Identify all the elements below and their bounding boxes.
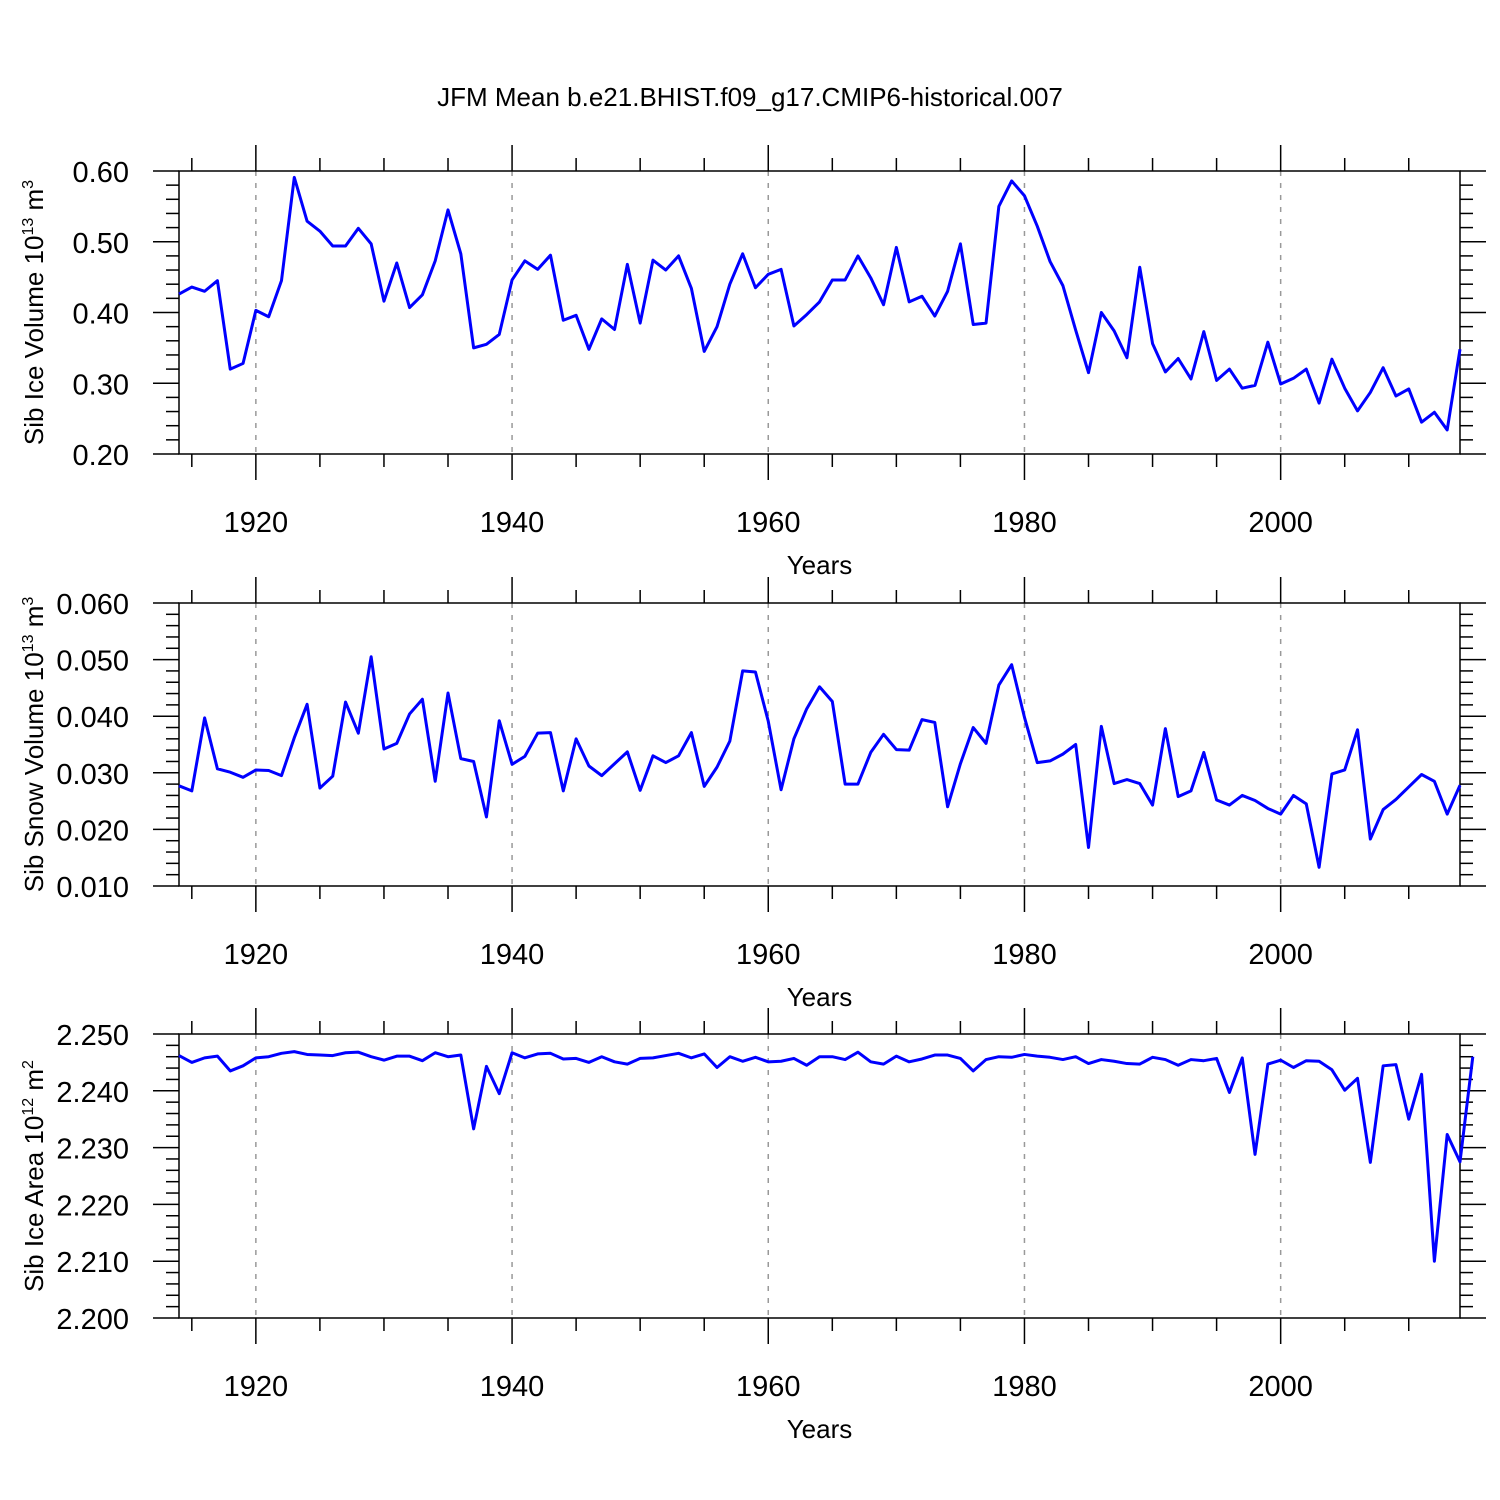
y-axis-title-exponent: 13 [20, 218, 37, 236]
y-tick-label: 2.240 [56, 1077, 129, 1109]
x-tick-label-2000: 2000 [1248, 1371, 1313, 1403]
y-axis-title-main: Sib Snow Volume 10 [19, 652, 49, 892]
y-axis-title-exponent: 13 [20, 634, 37, 652]
x-axis-title: Years [787, 982, 853, 1012]
panels: 1920 1940 1960 1980 2000 0.20 0.30 0.40 0.50 0.60… [19, 145, 1486, 1444]
x-tick-label-2000: 2000 [1248, 939, 1313, 971]
x-tick-label-1960: 1960 [736, 939, 801, 971]
panel-2: 1920 1940 1960 1980 2000 0.010 0.020 0.030 0.040… [19, 577, 1486, 1012]
y-tick-label: 0.50 [73, 228, 129, 260]
y-tick-label: 0.20 [73, 440, 129, 472]
y-tick-label: 2.250 [56, 1020, 129, 1052]
x-tick-label-1920: 1920 [224, 1371, 289, 1403]
y-tick-label: 2.230 [56, 1134, 129, 1166]
y-ticks [153, 1033, 1486, 1319]
x-tick-label-1980: 1980 [992, 939, 1057, 971]
y-tick-label: 0.050 [56, 646, 129, 678]
x-tick-label-1940: 1940 [480, 1371, 545, 1403]
x-ticks [191, 577, 1410, 912]
y-tick-label: 0.30 [73, 369, 129, 401]
y-axis-title: Sib Ice Volume 1013 m3 [19, 180, 49, 445]
series-line-sib-ice-volume [178, 175, 1462, 432]
plot-frame [178, 1033, 1461, 1319]
y-tick-label: 0.010 [56, 872, 129, 904]
y-axis-title-unit-exponent: 3 [20, 597, 37, 606]
series-line-sib-snow-volume [178, 655, 1462, 869]
y-tick-label: 2.220 [56, 1190, 129, 1222]
x-tick-label-1920: 1920 [224, 507, 289, 539]
y-ticks [153, 170, 1486, 455]
y-axis-title: Sib Snow Volume 1013 m3 [19, 597, 49, 893]
y-tick-label: 2.200 [56, 1304, 129, 1336]
series-line-sib-ice-area [178, 1050, 1475, 1263]
x-tick-label-1940: 1940 [480, 507, 545, 539]
x-ticks [191, 1008, 1410, 1344]
x-ticks [191, 145, 1410, 480]
panel-3: 1920 1940 1960 1980 2000 2.200 2.210 2.220 2.230… [19, 1008, 1486, 1444]
y-axis-title-exponent: 12 [20, 1098, 37, 1116]
y-tick-label: 0.040 [56, 702, 129, 734]
panel-1: 1920 1940 1960 1980 2000 0.20 0.30 0.40 0.50 0.60… [19, 145, 1486, 580]
x-tick-label-1920: 1920 [224, 939, 289, 971]
plot-frame [178, 602, 1461, 887]
x-tick-label-1960: 1960 [736, 507, 801, 539]
y-tick-label: 0.60 [73, 157, 129, 189]
x-tick-label-1960: 1960 [736, 1371, 801, 1403]
y-axis-title-main: Sib Ice Volume 10 [19, 236, 49, 446]
x-tick-label-1940: 1940 [480, 939, 545, 971]
x-tick-label-1980: 1980 [992, 1371, 1057, 1403]
x-tick-label-1980: 1980 [992, 507, 1057, 539]
y-axis-title-unit: m [19, 189, 49, 218]
x-axis-title: Years [787, 1414, 853, 1444]
y-axis-title-unit: m [19, 1069, 49, 1098]
y-axis-title-unit: m [19, 606, 49, 635]
y-ticks [153, 602, 1486, 887]
y-axis-title-unit-exponent: 3 [20, 180, 37, 189]
y-tick-label: 0.020 [56, 815, 129, 847]
y-axis-title: Sib Ice Area 1012 m2 [19, 1060, 49, 1292]
y-tick-label: 0.030 [56, 759, 129, 791]
y-tick-label: 0.40 [73, 299, 129, 331]
figure-title: JFM Mean b.e21.BHIST.f09_g17.CMIP6-histo… [437, 82, 1063, 112]
y-tick-label: 2.210 [56, 1247, 129, 1279]
y-tick-label: 0.060 [56, 589, 129, 621]
y-axis-title-main: Sib Ice Area 10 [19, 1116, 49, 1292]
x-axis-title: Years [787, 550, 853, 580]
y-axis-title-unit-exponent: 2 [20, 1060, 37, 1069]
x-tick-label-2000: 2000 [1248, 507, 1313, 539]
